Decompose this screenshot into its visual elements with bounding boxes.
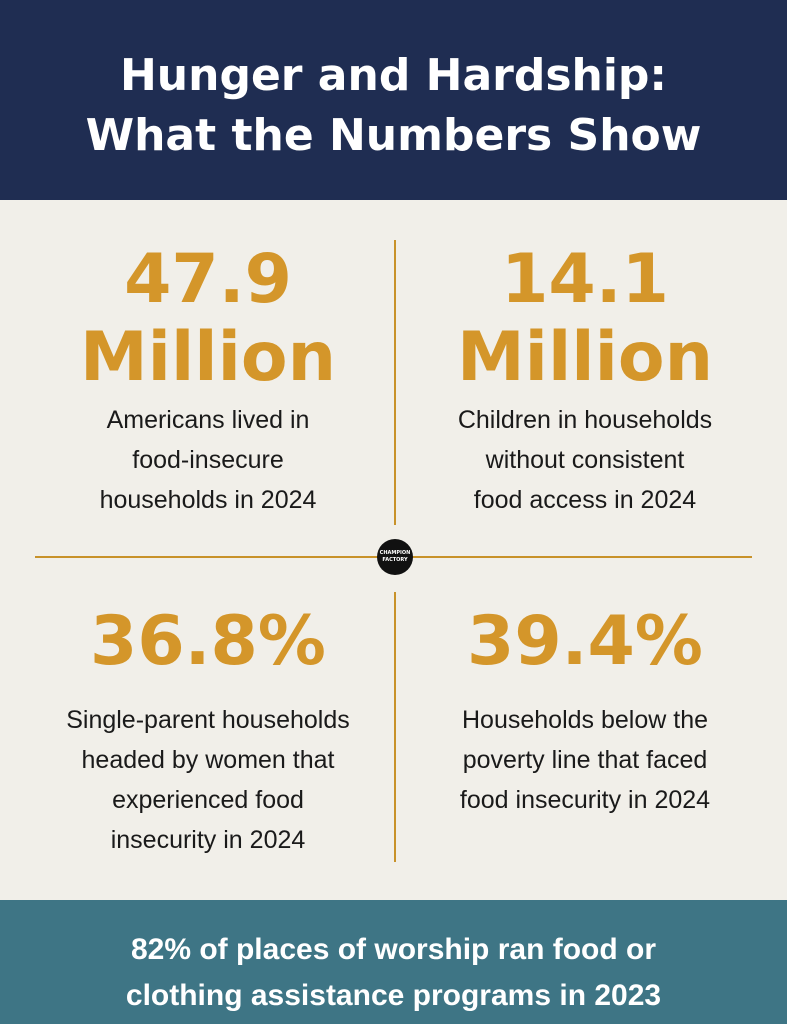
stat-description: Children in households	[457, 406, 713, 434]
footer-text: 82% of places of worship ran food or	[130, 933, 657, 966]
stat: 14.1 Million Children in households with…	[395, 240, 775, 580]
divider	[394, 592, 396, 862]
stat-description: food-insecure	[132, 446, 284, 474]
logo-text: CHAMPION	[379, 550, 411, 556]
title-line: What the Numbers Show	[85, 110, 702, 161]
stat-description: poverty line that faced	[462, 746, 708, 774]
footer-text: clothing assistance programs in 2023	[125, 979, 662, 1012]
stat-description: Households below the	[462, 706, 708, 734]
stat-description: headed by women that	[81, 746, 335, 774]
stat: 39.4% Households below the poverty line …	[395, 602, 775, 942]
stat-description: Americans lived in	[106, 406, 310, 434]
title-line: Hunger and Hardship:	[119, 50, 668, 101]
stat: 36.8% Single-parent households headed by…	[18, 602, 398, 942]
stat-description: insecurity in 2024	[110, 826, 306, 854]
stat-value: Million	[456, 318, 714, 397]
stat-description: households in 2024	[99, 486, 317, 514]
stat-value: 47.9	[124, 240, 292, 319]
stat-value: Million	[79, 318, 337, 397]
stat-description: experienced food	[112, 786, 304, 814]
header: Hunger and Hardship: What the Numbers Sh…	[0, 0, 787, 200]
stat-value: 36.8%	[90, 602, 326, 681]
stat-description: food access in 2024	[473, 486, 697, 514]
stat-description: food insecurity in 2024	[459, 786, 711, 814]
footer: 82% of places of worship ran food or clo…	[0, 900, 787, 1024]
logo: CHAMPION FACTORY	[377, 539, 413, 575]
stat-value: 14.1	[501, 240, 669, 319]
stat-description: Single-parent households	[66, 706, 350, 734]
stat-value: 39.4%	[467, 602, 703, 681]
divider	[394, 240, 396, 525]
stat: 47.9 Million Americans lived in food-ins…	[18, 240, 398, 580]
logo-text: FACTORY	[382, 557, 408, 563]
stat-description: without consistent	[485, 446, 685, 474]
